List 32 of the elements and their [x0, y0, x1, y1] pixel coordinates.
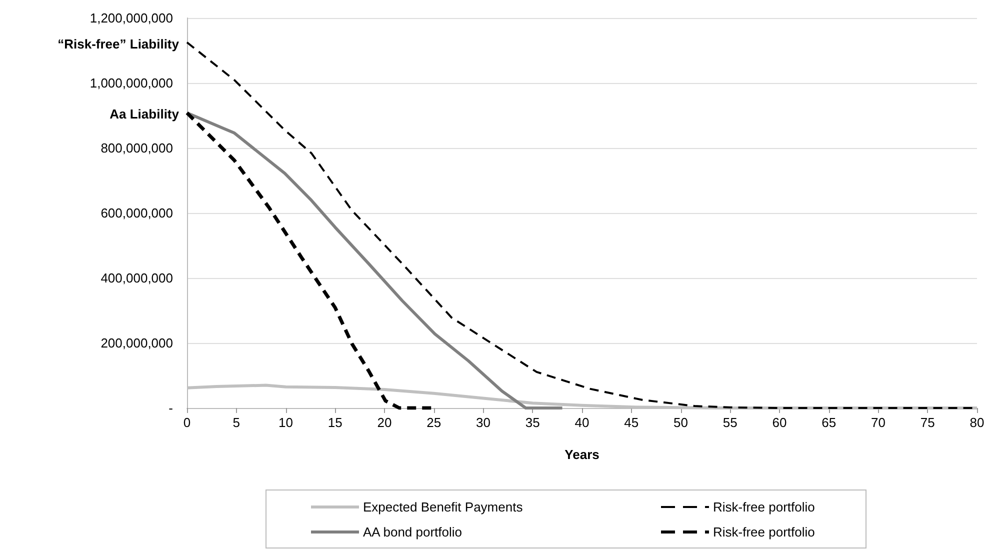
x-tick-label: 25	[426, 415, 442, 430]
y-tick-label: 1,200,000,000	[90, 10, 173, 26]
x-tick-label: 65	[822, 415, 836, 430]
x-axis-title: Years	[564, 447, 600, 462]
x-tick-label: 35	[525, 415, 540, 430]
y-tick-label: 800,000,000	[100, 140, 173, 156]
line-series	[186, 111, 564, 410]
y-tick-label: 400,000,000	[100, 270, 173, 286]
legend-label: Risk-free portfolio	[713, 524, 815, 540]
x-tick-label: 50	[674, 415, 688, 430]
x-tick-label: 45	[624, 415, 639, 430]
x-tick-label: 40	[574, 415, 590, 430]
x-tick-label: 55	[722, 415, 738, 430]
x-tick-label: 5	[232, 415, 240, 430]
legend-label: Risk-free portfolio	[713, 500, 815, 514]
x-tick-label: 70	[871, 415, 886, 430]
legend-label: AA bond portfolio	[363, 524, 462, 540]
y-tick-label: 1,000,000,000	[90, 76, 173, 90]
x-tick-label: 30	[476, 415, 490, 430]
x-tick-label: 15	[328, 415, 342, 430]
x-tick-label: 20	[377, 415, 392, 430]
y-tick-label: -	[168, 400, 173, 416]
x-tick-label: 75	[920, 415, 935, 430]
y-tick-label: 600,000,000	[100, 206, 173, 220]
x-tick-label: 0	[183, 415, 191, 430]
x-tick-label: 80	[970, 415, 984, 430]
legend-label: Expected Benefit Payments	[363, 500, 524, 514]
y-tick-label: 200,000,000	[100, 336, 173, 350]
annotation: Aa Liability	[110, 106, 180, 122]
annotation: “Risk-free” Liability	[58, 36, 180, 52]
x-tick-label: 10	[278, 415, 293, 430]
x-tick-label: 60	[772, 415, 787, 430]
